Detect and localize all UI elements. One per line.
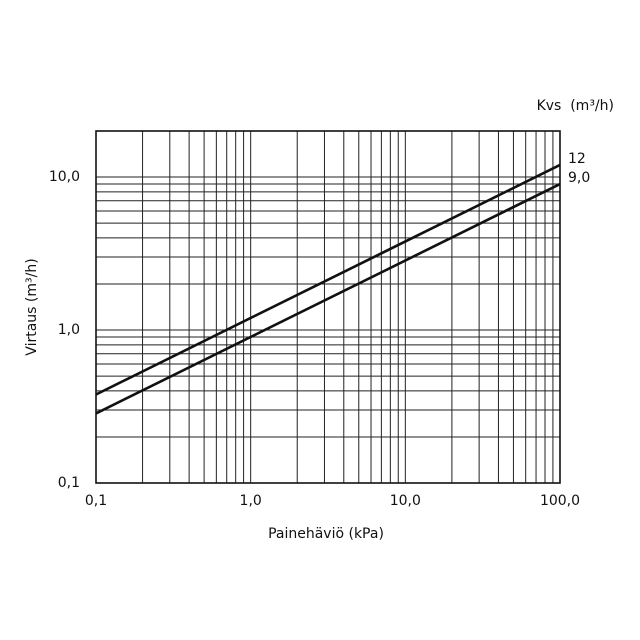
plot-frame — [95, 130, 561, 484]
series-label: 12 — [568, 151, 586, 167]
series-line — [95, 163, 561, 396]
x-tick-label: 100,0 — [540, 493, 580, 509]
y-tick-label: 10,0 — [49, 169, 80, 185]
y-tick-label: 1,0 — [58, 322, 80, 338]
x-axis-label: Painehäviö (kPa) — [268, 526, 384, 542]
legend-title: Kvs (m³/h) — [537, 98, 614, 114]
x-tick-label: 10,0 — [390, 493, 421, 509]
x-tick-label: 1,0 — [240, 493, 262, 509]
y-tick-label: 0,1 — [58, 475, 80, 491]
y-axis-label: Virtaus (m³/h) — [24, 258, 40, 355]
series-label: 9,0 — [568, 170, 590, 186]
x-tick-label: 0,1 — [85, 493, 107, 509]
series-line — [95, 182, 561, 415]
